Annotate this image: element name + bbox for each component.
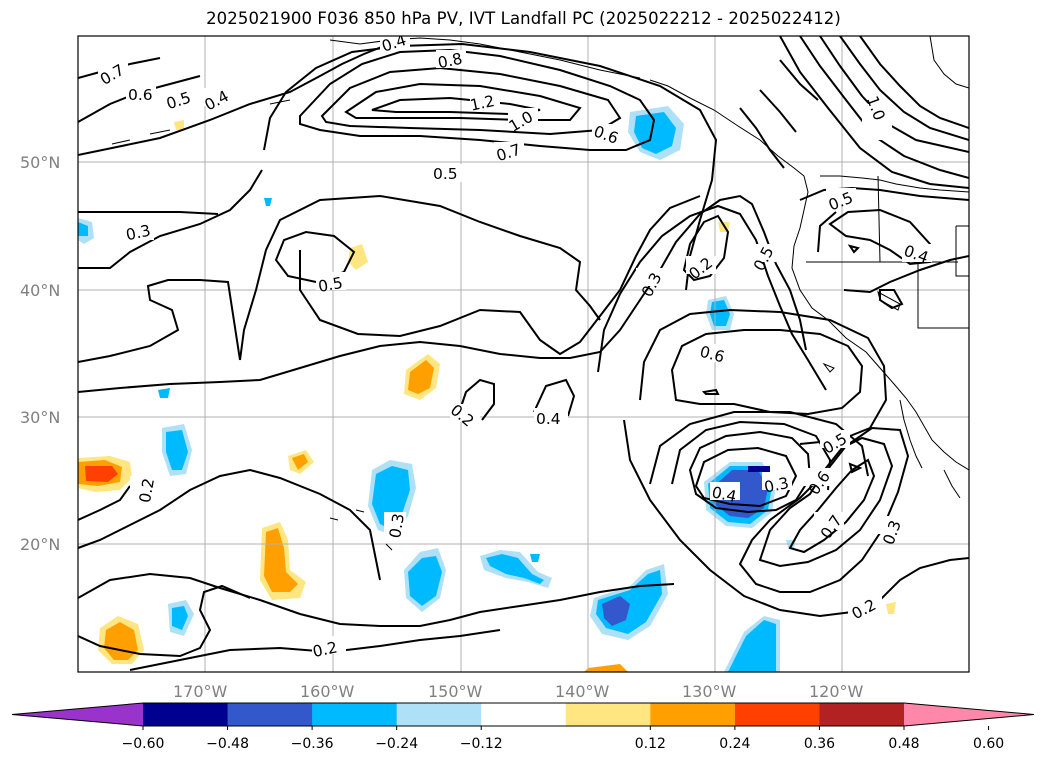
negative-anomaly-region bbox=[634, 112, 676, 154]
map-frame bbox=[77, 35, 970, 673]
colorbar-tick-label: 0.60 bbox=[973, 736, 1004, 752]
plot-title: 2025021900 F036 850 hPa PV, IVT Landfall… bbox=[206, 9, 841, 28]
lon-label: 120°W bbox=[809, 682, 864, 701]
lon-label: 160°W bbox=[300, 682, 355, 701]
colorbar-tick-label: 0.24 bbox=[719, 736, 750, 752]
colorbar-swatch bbox=[227, 703, 313, 726]
lon-label: 150°W bbox=[428, 682, 483, 701]
colorbar-swatch bbox=[396, 703, 482, 726]
contour-label: 0.5 bbox=[433, 165, 458, 183]
lon-label: 170°W bbox=[173, 682, 228, 701]
colorbar-swatch bbox=[650, 703, 736, 726]
colorbar-tick-label: −0.36 bbox=[291, 736, 334, 752]
colorbar: −0.60 −0.48 −0.36 −0.24 −0.12 0.12 0.24 0.36 0.4… bbox=[11, 702, 1035, 752]
contour-label: 0.4 bbox=[536, 410, 561, 428]
positive-anomaly-region bbox=[408, 360, 434, 394]
colorbar-extend-min bbox=[12, 703, 143, 726]
colorbar-swatch bbox=[143, 703, 229, 726]
negative-anomaly-region bbox=[264, 198, 272, 206]
contour-label: 0.2 bbox=[311, 638, 339, 661]
negative-anomaly-region bbox=[166, 430, 188, 470]
negative-anomaly-region bbox=[530, 554, 540, 562]
colorbar-tick-label: −0.60 bbox=[122, 736, 165, 752]
colorbar-extend-max bbox=[904, 703, 1034, 726]
colorbar-swatch bbox=[819, 703, 905, 726]
contour-label: 0.5 bbox=[317, 274, 344, 296]
contour-label: 0.8 bbox=[436, 50, 464, 73]
colorbar-tick-label: 0.36 bbox=[804, 736, 835, 752]
lat-label: 50°N bbox=[20, 153, 60, 172]
negative-anomaly-region bbox=[748, 466, 770, 472]
contour-label: 0.3 bbox=[763, 474, 791, 497]
contour-label: 0.6 bbox=[128, 86, 153, 104]
contour-label: 0.6 bbox=[698, 343, 726, 367]
colorbar-tick-label: −0.12 bbox=[460, 736, 503, 752]
positive-anomaly-region bbox=[886, 602, 896, 614]
lat-label: 30°N bbox=[20, 408, 60, 427]
negative-anomaly-region bbox=[158, 388, 170, 398]
negative-anomaly-region bbox=[78, 222, 88, 236]
lat-label: 40°N bbox=[20, 281, 60, 300]
positive-anomaly-region bbox=[292, 454, 308, 470]
colorbar-tick-label: −0.24 bbox=[375, 736, 418, 752]
colorbar-swatch bbox=[481, 703, 567, 726]
colorbar-swatch bbox=[734, 703, 820, 726]
lat-label: 20°N bbox=[20, 535, 60, 554]
negative-anomaly-region bbox=[172, 606, 188, 630]
colorbar-tick-label: −0.48 bbox=[206, 736, 249, 752]
contour-label: 1.2 bbox=[468, 92, 496, 115]
negative-anomaly-region bbox=[486, 554, 544, 584]
positive-anomaly-region bbox=[174, 120, 184, 130]
colorbar-swatch bbox=[312, 703, 398, 726]
contour-label: 0.2 bbox=[136, 477, 158, 504]
lon-label: 140°W bbox=[555, 682, 610, 701]
latitude-labels: 50°N 40°N 30°N 20°N bbox=[20, 153, 60, 554]
negative-anomaly-region bbox=[602, 596, 630, 626]
positive-anomaly-region bbox=[584, 664, 628, 672]
colorbar-swatch bbox=[565, 703, 651, 726]
positive-anomaly-region bbox=[104, 622, 138, 660]
longitude-labels: 170°W 160°W 150°W 140°W 130°W 120°W bbox=[173, 682, 864, 701]
contour-label: 0.4 bbox=[710, 483, 738, 506]
negative-anomaly-region bbox=[728, 620, 776, 672]
contour-label: 0.3 bbox=[386, 512, 408, 539]
positive-anomaly-region bbox=[85, 466, 118, 482]
contour-label: 0.3 bbox=[124, 222, 152, 245]
negative-anomaly-region bbox=[408, 556, 442, 606]
lon-label: 130°W bbox=[682, 682, 737, 701]
colorbar-tick-label: 0.48 bbox=[888, 736, 919, 752]
colorbar-tick-label: 0.12 bbox=[635, 736, 666, 752]
